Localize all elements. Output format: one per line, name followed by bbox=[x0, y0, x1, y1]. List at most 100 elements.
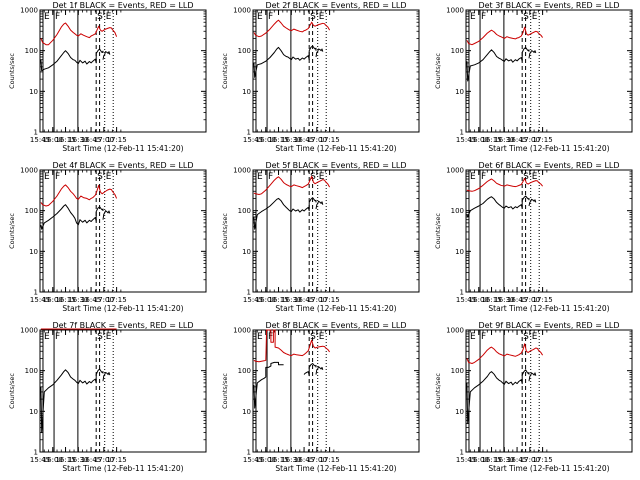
x-tick-label: 15:45 bbox=[243, 456, 263, 464]
y-tick-label: 100 bbox=[25, 367, 38, 375]
panel-title: Det 7f BLACK = Events, RED = LLD bbox=[52, 321, 193, 330]
marker-label: E bbox=[257, 332, 263, 342]
x-tick-label: 15:45 bbox=[243, 136, 263, 144]
plot-frame bbox=[252, 329, 420, 453]
marker-label: E bbox=[470, 172, 476, 182]
series-events-line bbox=[102, 372, 111, 382]
y-tick-label: 100 bbox=[451, 207, 464, 215]
series-events-line bbox=[102, 210, 111, 220]
x-axis-title: Start Time (12-Feb-11 15:41:20) bbox=[62, 464, 183, 473]
x-tick-label: 16:15 bbox=[268, 136, 288, 144]
panel-title: Det 1f BLACK = Events, RED = LLD bbox=[52, 1, 193, 10]
panel-7f: Det 7f BLACK = Events, RED = LLD 1 10 100 10… bbox=[8, 321, 207, 473]
y-axis-title: Counts/sec bbox=[221, 213, 229, 249]
y-tick-label: 1000 bbox=[233, 7, 251, 15]
marker-label: E bbox=[319, 12, 325, 22]
series-lld-line bbox=[466, 177, 543, 192]
x-tick-label: 16:00 bbox=[43, 136, 63, 144]
y-tick-label: 100 bbox=[238, 47, 251, 55]
x-tick-label: 16:15 bbox=[481, 296, 501, 304]
x-tick-label: 16:45 bbox=[81, 296, 101, 304]
marker-label: S bbox=[310, 332, 316, 342]
y-tick-label: 10 bbox=[242, 408, 251, 416]
x-tick-label: 16:00 bbox=[469, 136, 489, 144]
x-tick-label: 16:00 bbox=[469, 296, 489, 304]
x-tick-label: 16:45 bbox=[81, 136, 101, 144]
x-tick-label: 15:45 bbox=[30, 456, 50, 464]
x-tick-label: 16:00 bbox=[256, 136, 276, 144]
x-axis-title: Start Time (12-Feb-11 15:41:20) bbox=[62, 304, 183, 313]
plot-frame bbox=[39, 169, 207, 293]
x-tick-label: 16:30 bbox=[281, 136, 301, 144]
x-tick-label: 16:00 bbox=[43, 296, 63, 304]
plot-frame bbox=[252, 169, 420, 293]
y-tick-label: 10 bbox=[242, 248, 251, 256]
x-tick-label: 16:45 bbox=[294, 296, 314, 304]
y-tick-label: 1 bbox=[247, 289, 251, 297]
x-tick-label: 16:15 bbox=[55, 456, 75, 464]
panel-2f: Det 2f BLACK = Events, RED = LLD 1 10 100 10… bbox=[221, 1, 420, 153]
marker-label: F bbox=[268, 12, 273, 22]
x-tick-label: 17:00 bbox=[94, 136, 114, 144]
y-tick-label: 1 bbox=[34, 289, 38, 297]
marker-label: E bbox=[532, 332, 538, 342]
marker-label: E bbox=[470, 12, 476, 22]
y-tick-label: 100 bbox=[25, 207, 38, 215]
y-tick-label: 1 bbox=[247, 449, 251, 457]
marker-label: E bbox=[106, 332, 112, 342]
y-tick-label: 10 bbox=[455, 88, 464, 96]
x-tick-label: 16:30 bbox=[494, 136, 514, 144]
marker-label: E bbox=[106, 12, 112, 22]
marker-label: S bbox=[97, 12, 103, 22]
y-tick-label: 100 bbox=[451, 47, 464, 55]
y-tick-label: 10 bbox=[242, 88, 251, 96]
y-tick-label: 10 bbox=[455, 408, 464, 416]
panel-1f: Det 1f BLACK = Events, RED = LLD 1 10 100 10… bbox=[8, 1, 207, 153]
x-tick-label: 16:30 bbox=[68, 296, 88, 304]
marker-label: E bbox=[319, 172, 325, 182]
y-tick-label: 1000 bbox=[446, 7, 464, 15]
marker-label: E bbox=[319, 332, 325, 342]
x-tick-label: 16:45 bbox=[507, 456, 527, 464]
plot-frame bbox=[252, 9, 420, 133]
y-tick-label: 10 bbox=[29, 248, 38, 256]
x-tick-label: 17:15 bbox=[320, 296, 340, 304]
y-tick-label: 1000 bbox=[446, 327, 464, 335]
plot-frame bbox=[39, 329, 207, 453]
x-tick-label: 16:15 bbox=[268, 296, 288, 304]
panel-title: Det 8f BLACK = Events, RED = LLD bbox=[265, 321, 406, 330]
x-tick-label: 16:15 bbox=[268, 456, 288, 464]
x-tick-label: 17:00 bbox=[520, 136, 540, 144]
marker-label: E bbox=[470, 332, 476, 342]
marker-label: E bbox=[106, 172, 112, 182]
x-tick-label: 17:15 bbox=[107, 136, 127, 144]
x-tick-label: 16:30 bbox=[281, 296, 301, 304]
x-tick-label: 17:15 bbox=[533, 456, 553, 464]
x-tick-label: 16:00 bbox=[256, 456, 276, 464]
x-tick-label: 16:15 bbox=[481, 136, 501, 144]
plot-frame bbox=[39, 9, 207, 133]
x-tick-label: 16:15 bbox=[55, 296, 75, 304]
x-tick-label: 17:15 bbox=[320, 456, 340, 464]
y-tick-label: 1000 bbox=[233, 167, 251, 175]
marker-label: S bbox=[310, 12, 316, 22]
x-tick-label: 15:45 bbox=[456, 136, 476, 144]
y-axis-title: Counts/sec bbox=[8, 53, 16, 89]
series-events-line bbox=[466, 46, 530, 82]
series-lld-line bbox=[40, 184, 118, 207]
x-tick-label: 15:45 bbox=[30, 136, 50, 144]
marker-label: S bbox=[523, 172, 529, 182]
x-tick-label: 15:45 bbox=[456, 456, 476, 464]
x-axis-title: Start Time (12-Feb-11 15:41:20) bbox=[275, 144, 396, 153]
series-events-line bbox=[40, 204, 104, 230]
series-lld-line bbox=[253, 19, 331, 38]
marker-label: S bbox=[523, 332, 529, 342]
series-events-line bbox=[528, 372, 537, 382]
x-tick-label: 16:30 bbox=[494, 296, 514, 304]
y-axis-title: Counts/sec bbox=[221, 53, 229, 89]
x-tick-label: 17:00 bbox=[307, 296, 327, 304]
x-tick-label: 16:30 bbox=[281, 456, 301, 464]
plot-frame bbox=[465, 329, 633, 453]
